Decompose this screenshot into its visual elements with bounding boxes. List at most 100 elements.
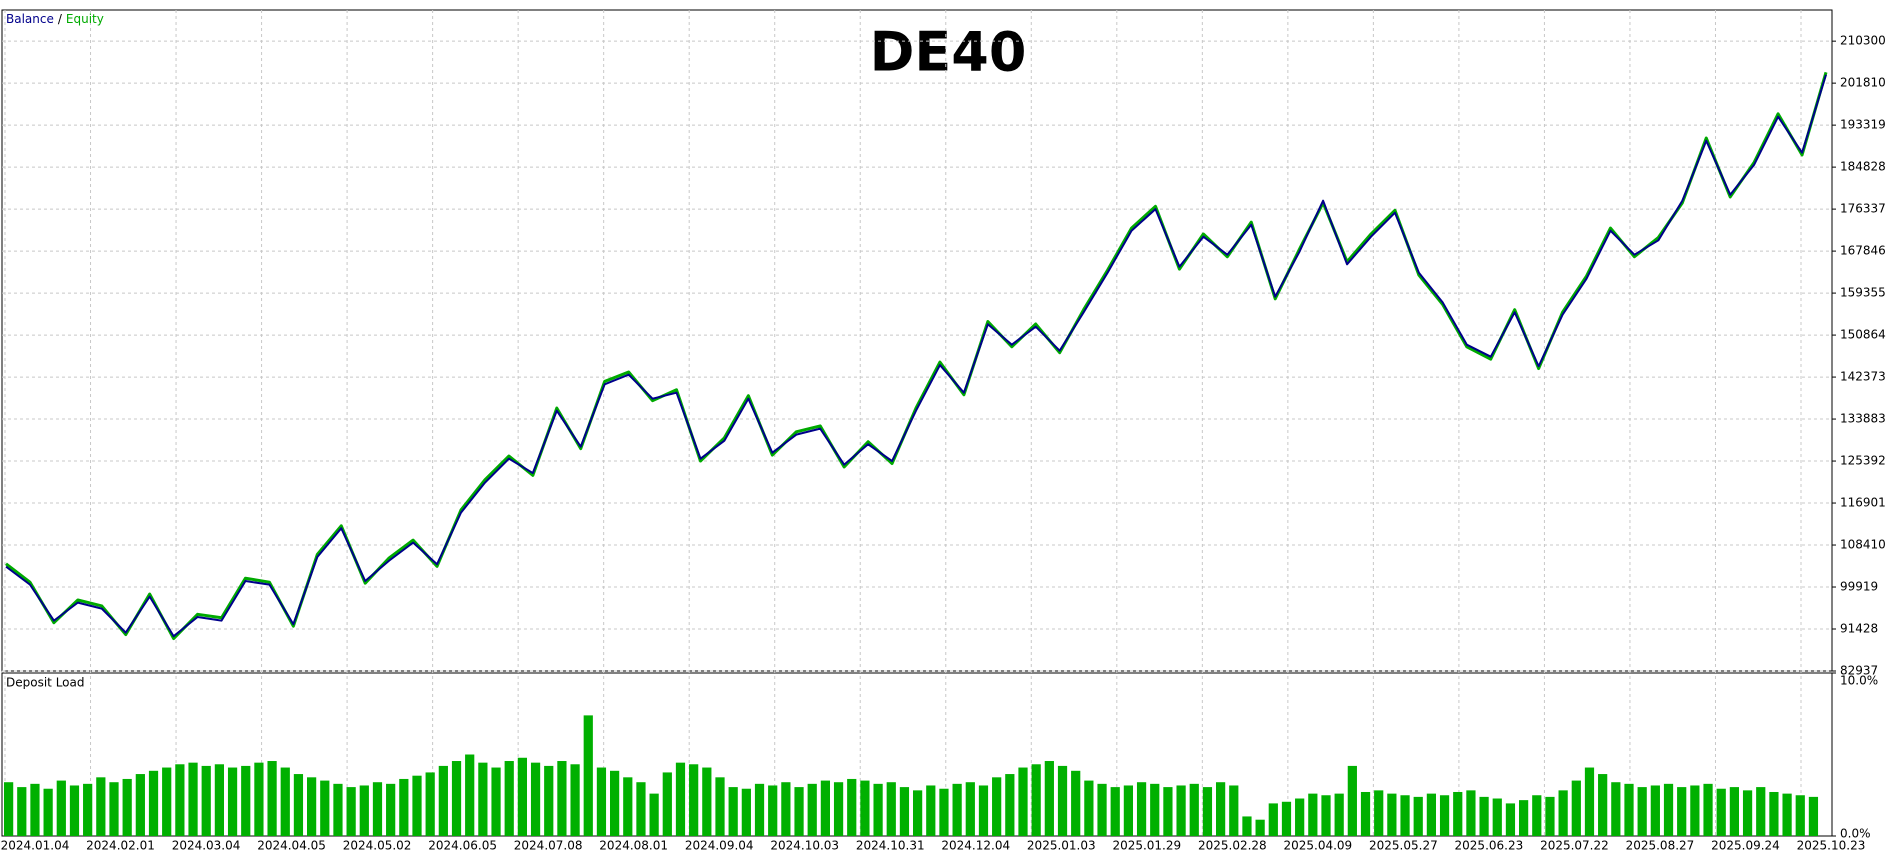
- y-tick-label: 82937: [1840, 664, 1878, 678]
- x-tick-label: 2024.12.04: [941, 839, 1010, 853]
- x-tick-label: 2025.06.23: [1455, 839, 1524, 853]
- bar: [1532, 795, 1542, 836]
- y-tick-label: 116901: [1840, 496, 1886, 510]
- bar: [1110, 787, 1120, 836]
- y-tick-label: 210300: [1840, 34, 1886, 48]
- bar: [1334, 793, 1344, 836]
- bar: [1690, 785, 1700, 836]
- bar: [886, 782, 896, 836]
- bar: [438, 765, 448, 836]
- bar: [425, 772, 435, 836]
- bar: [359, 785, 369, 836]
- x-tick-label: 2024.06.05: [428, 839, 497, 853]
- y-tick-label: 142373: [1840, 370, 1886, 384]
- bar: [214, 764, 225, 836]
- bar: [254, 762, 264, 836]
- bar: [1571, 780, 1581, 836]
- bar: [1742, 790, 1753, 836]
- bar: [913, 790, 923, 836]
- bar: [17, 787, 27, 836]
- x-tick-label: 2025.01.29: [1112, 839, 1181, 853]
- x-tick-label: 2024.02.01: [86, 839, 155, 853]
- bar: [939, 788, 949, 836]
- x-tick-label: 2025.01.03: [1027, 839, 1096, 853]
- bar: [320, 780, 330, 836]
- bar: [267, 761, 277, 836]
- bar: [1466, 790, 1476, 836]
- bar: [952, 783, 962, 836]
- bar: [1057, 765, 1068, 836]
- x-tick-label: 2025.10.23: [1797, 839, 1866, 853]
- bar: [399, 778, 409, 836]
- x-tick-label: 2024.03.04: [172, 839, 241, 853]
- y-tick-label: 10.0%: [1840, 674, 1878, 688]
- panel-title: Deposit Load: [6, 676, 84, 690]
- bar: [109, 782, 119, 836]
- x-tick-label: 2024.04.05: [257, 839, 326, 853]
- bar: [1295, 798, 1305, 836]
- bar: [1136, 782, 1147, 836]
- bar: [227, 767, 238, 836]
- bar: [978, 785, 989, 836]
- bar: [1453, 791, 1463, 836]
- bar: [965, 782, 975, 836]
- bar: [43, 788, 53, 836]
- bar: [899, 787, 910, 836]
- bar: [333, 783, 343, 836]
- bar: [69, 785, 80, 836]
- bar: [1097, 783, 1107, 836]
- bar: [451, 761, 462, 836]
- bar: [689, 764, 699, 836]
- y-tick-label: 167846: [1840, 244, 1886, 258]
- legend-entry: Balance: [6, 12, 54, 26]
- bar: [96, 777, 106, 836]
- bar: [1163, 787, 1173, 836]
- bar: [1031, 764, 1041, 836]
- bar: [926, 785, 936, 836]
- bar: [1729, 787, 1740, 836]
- bar: [1624, 783, 1634, 836]
- bar: [794, 787, 804, 836]
- bar: [636, 782, 646, 836]
- bar: [992, 777, 1002, 836]
- bar: [1216, 782, 1226, 836]
- y-tick-label: 184828: [1840, 160, 1886, 174]
- bar: [728, 787, 738, 836]
- bar: [386, 783, 396, 836]
- bar: [1769, 791, 1779, 836]
- bar: [30, 783, 40, 836]
- bar: [662, 772, 672, 836]
- bar: [1374, 790, 1384, 836]
- bar: [504, 761, 514, 836]
- bar: [1229, 785, 1239, 836]
- bar: [544, 765, 554, 836]
- bar: [1663, 783, 1674, 836]
- bar: [1413, 796, 1423, 836]
- bar: [1650, 785, 1660, 836]
- bar: [1387, 793, 1397, 836]
- bar: [873, 783, 883, 836]
- bar: [1637, 787, 1647, 836]
- bar: [768, 785, 778, 836]
- bar: [1308, 793, 1318, 836]
- bar: [1202, 787, 1213, 836]
- bar: [1150, 783, 1160, 836]
- y-tick-label: 193319: [1840, 118, 1886, 132]
- bar: [478, 762, 488, 836]
- bar: [491, 767, 501, 836]
- bar: [1281, 801, 1292, 836]
- x-tick-label: 2024.10.31: [856, 839, 925, 853]
- x-tick-label: 2025.02.28: [1198, 839, 1267, 853]
- bar: [1756, 787, 1766, 836]
- bar: [1808, 796, 1819, 836]
- bar: [1242, 816, 1252, 836]
- bar: [346, 787, 356, 836]
- bar: [833, 782, 844, 836]
- bar: [781, 782, 791, 836]
- x-tick-label: 2025.04.09: [1283, 839, 1352, 853]
- bar: [1492, 798, 1502, 836]
- bar: [596, 767, 607, 836]
- bar: [807, 783, 817, 836]
